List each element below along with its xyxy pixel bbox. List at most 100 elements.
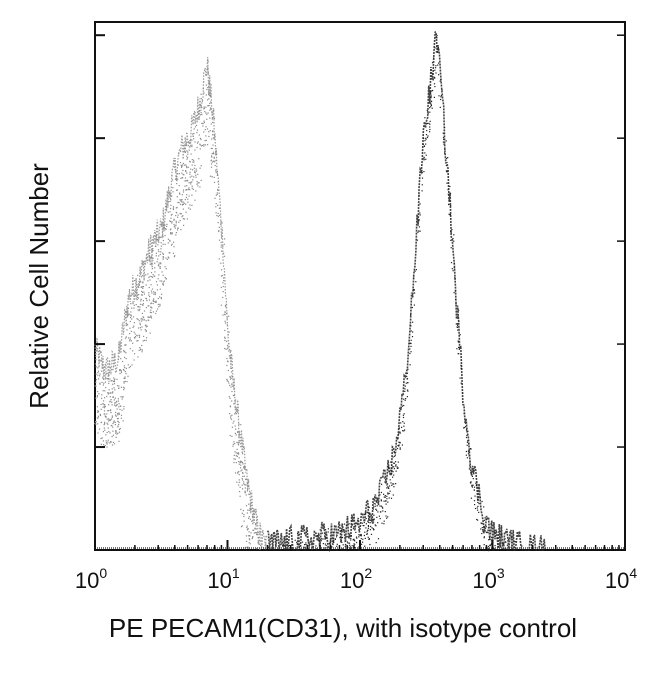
histogram-dot — [272, 549, 275, 551]
histogram-dot — [392, 476, 394, 478]
histogram-dot — [101, 381, 103, 383]
histogram-dot — [182, 177, 184, 179]
histogram-dot — [470, 482, 472, 484]
histogram-dot — [204, 144, 207, 146]
histogram-dot — [363, 513, 365, 516]
histogram-dot — [241, 479, 244, 481]
histogram-dot — [415, 281, 417, 283]
histogram-dot — [232, 385, 234, 387]
histogram-dot — [406, 375, 408, 378]
histogram-dot — [219, 214, 221, 216]
histogram-dot — [211, 118, 213, 120]
histogram-dot — [220, 286, 222, 289]
histogram-dot — [401, 405, 404, 407]
histogram-dot — [103, 410, 106, 412]
histogram-dot — [95, 381, 97, 383]
histogram-dot — [212, 117, 214, 119]
histogram-dot — [425, 137, 427, 139]
histogram-dot — [129, 320, 131, 323]
histogram-dot — [191, 204, 193, 206]
histogram-dot — [377, 538, 380, 540]
histogram-dot — [188, 195, 190, 197]
histogram-dot — [483, 537, 485, 539]
histogram-dot — [112, 422, 114, 425]
histogram-dot — [413, 277, 415, 279]
histogram-dot — [110, 418, 113, 420]
histogram-dot — [171, 243, 173, 245]
histogram-dot — [248, 480, 250, 482]
histogram-dot — [380, 491, 382, 494]
histogram-dot — [201, 100, 203, 102]
histogram-dot — [171, 213, 173, 215]
histogram-dot — [468, 455, 470, 457]
histogram-dot — [396, 466, 398, 468]
histogram-dot — [343, 523, 346, 525]
histogram-dot — [236, 455, 238, 457]
histogram-dot — [207, 99, 209, 101]
histogram-dot — [145, 324, 147, 326]
histogram-dot — [455, 323, 457, 325]
histogram-dot — [180, 177, 182, 179]
histogram-dot — [465, 426, 467, 428]
histogram-dot — [99, 414, 102, 417]
histogram-dot — [182, 203, 184, 205]
histogram-dot — [212, 151, 214, 153]
histogram-dot — [220, 275, 223, 277]
histogram-dot — [468, 451, 470, 453]
histogram-dot — [210, 160, 212, 162]
histogram-dot — [380, 511, 382, 513]
histogram-dot — [353, 539, 355, 541]
histogram-dot — [387, 516, 389, 518]
histogram-dot — [182, 191, 185, 193]
histogram-dot — [375, 508, 377, 510]
histogram-dot — [129, 365, 131, 368]
histogram-dot — [392, 466, 394, 468]
histogram-dot — [124, 376, 126, 378]
histogram-dot — [446, 182, 448, 184]
histogram-dot — [168, 201, 170, 203]
histogram-dot — [138, 286, 140, 288]
histogram-dot — [235, 428, 237, 430]
histogram-dot — [123, 381, 125, 383]
histogram-dot — [145, 339, 147, 341]
histogram-dot — [398, 445, 400, 447]
histogram-dot — [169, 194, 172, 196]
histogram-dot — [250, 502, 252, 504]
histogram-dot — [121, 398, 123, 400]
y-axis-title: Relative Cell Number — [24, 163, 54, 409]
histogram-dot — [220, 223, 222, 225]
histogram-dot — [157, 265, 160, 267]
histogram-dot — [514, 541, 516, 543]
histogram-dot — [325, 529, 327, 531]
histogram-dot — [372, 528, 374, 530]
histogram-dot — [245, 505, 248, 507]
histogram-dot — [170, 244, 173, 246]
histogram-dot — [305, 543, 307, 546]
histogram-dot — [151, 263, 153, 265]
histogram-dot — [247, 509, 249, 511]
histogram-dot — [169, 240, 171, 242]
histogram-dot — [406, 389, 409, 391]
histogram-dot — [228, 331, 230, 333]
histogram-dot — [329, 542, 331, 544]
histogram-dot — [200, 93, 202, 95]
histogram-dot — [100, 437, 102, 440]
histogram-dot — [251, 515, 254, 517]
histogram-dot — [169, 220, 172, 223]
histogram-dot — [211, 176, 213, 178]
histogram-dot — [399, 447, 401, 449]
histogram-dot — [169, 239, 171, 241]
histogram-dot — [505, 548, 507, 550]
histogram-dot — [366, 533, 368, 535]
histogram-dot — [139, 348, 142, 350]
histogram-dot — [406, 378, 408, 380]
histogram-dot — [193, 176, 195, 178]
histogram-dot — [203, 81, 205, 83]
histogram-dot — [212, 144, 214, 146]
histogram-dot — [117, 417, 119, 420]
histogram-dot — [418, 194, 420, 196]
histogram-dot — [200, 98, 202, 100]
histogram-dot — [494, 545, 496, 547]
histogram-dot — [415, 269, 417, 271]
histogram-dot — [243, 515, 245, 518]
